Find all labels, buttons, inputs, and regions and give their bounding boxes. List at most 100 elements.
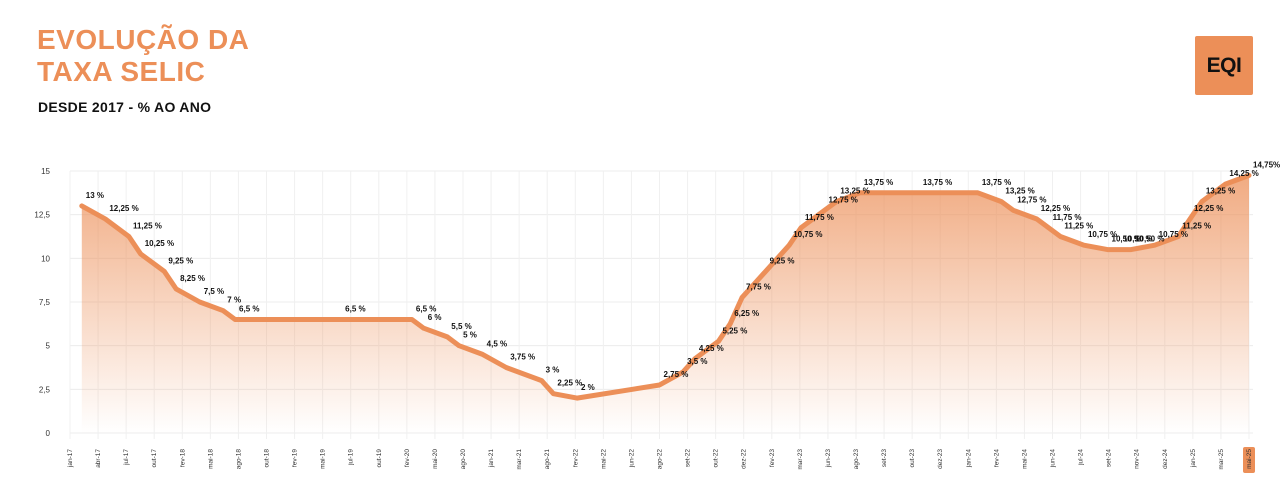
x-tick-label: fev-24 bbox=[993, 449, 1000, 467]
data-label: 3,5 % bbox=[687, 357, 707, 366]
data-label: 12,75 % bbox=[1017, 195, 1046, 204]
data-label: 10,75 % bbox=[793, 230, 822, 239]
data-label: 5 % bbox=[463, 331, 477, 340]
data-label: 13,25 % bbox=[1206, 187, 1235, 196]
data-label: 10,50 % bbox=[1112, 235, 1141, 244]
data-label: 10,75 % bbox=[1159, 230, 1188, 239]
x-tick-label: set-23 bbox=[881, 449, 888, 467]
data-label: 5,5 % bbox=[451, 322, 471, 331]
data-label: 10,50 % bbox=[1135, 235, 1164, 244]
x-tick-label: fev-20 bbox=[404, 449, 411, 467]
data-labels: 13 % 12,25 % 11,25 % 10,25 % 9,25 % 8,25 % 7,5… bbox=[86, 160, 1280, 392]
data-label: 5,25 % bbox=[722, 326, 747, 335]
x-tick-label: jul-17 bbox=[123, 449, 130, 466]
data-label: 10,50 % bbox=[1123, 235, 1152, 244]
data-label: 9,25 % bbox=[168, 256, 193, 265]
series-line bbox=[79, 172, 1252, 401]
x-tick-label: jan-21 bbox=[488, 449, 495, 468]
data-label: 13,75 % bbox=[864, 178, 893, 187]
chart-title: EVOLUÇÃO DA TAXA SELIC bbox=[37, 24, 249, 88]
data-label: 7,5 % bbox=[204, 287, 224, 296]
x-tick-label: out-23 bbox=[909, 449, 916, 468]
x-tick-label: mai-19 bbox=[320, 449, 327, 469]
x-tick-label: ago-22 bbox=[657, 449, 664, 470]
data-label: 6,5 % bbox=[239, 304, 259, 313]
x-tick-label: mai-18 bbox=[207, 449, 214, 469]
chart-subtitle: DESDE 2017 - % AO ANO bbox=[38, 99, 212, 115]
x-tick-label: jul-19 bbox=[348, 449, 355, 466]
data-label: 14,75% bbox=[1253, 160, 1280, 169]
x-tick-label: fev-23 bbox=[769, 449, 776, 467]
y-tick-label: 12,5 bbox=[34, 211, 50, 220]
data-label: 11,25 % bbox=[1064, 222, 1093, 231]
x-tick-label: jan-17 bbox=[67, 449, 74, 468]
x-tick-label: mai-20 bbox=[432, 449, 439, 469]
x-axis-ticks: jan-17 abr-17 jul-17 out-17 fev-18 mai-18 ago-… bbox=[67, 447, 1255, 473]
data-label: 14,25 % bbox=[1229, 169, 1258, 178]
logo-text: EQI bbox=[1206, 53, 1242, 77]
x-tick-label: ago-21 bbox=[544, 449, 551, 470]
x-tick-label: mar-21 bbox=[516, 449, 523, 470]
area-fill bbox=[81, 175, 1249, 433]
x-tick-label: out-22 bbox=[713, 449, 720, 468]
data-label: 7 % bbox=[227, 296, 241, 305]
x-tick-label: out-18 bbox=[264, 449, 271, 468]
data-label: 13,75 % bbox=[982, 178, 1011, 187]
y-tick-label: 7,5 bbox=[39, 298, 51, 307]
x-tick-label: ago-18 bbox=[235, 449, 242, 470]
x-tick-label: mai-25 bbox=[1246, 449, 1253, 469]
y-tick-label: 5 bbox=[46, 342, 51, 351]
x-tick-label: fev-22 bbox=[572, 449, 579, 467]
x-tick-label: mar-25 bbox=[1218, 449, 1225, 470]
chart-title-line-2: TAXA SELIC bbox=[37, 56, 206, 87]
data-label: 6 % bbox=[428, 313, 442, 322]
y-tick-label: 10 bbox=[41, 254, 50, 263]
data-label: 12,75 % bbox=[829, 195, 858, 204]
x-tick-label: jan-25 bbox=[1190, 449, 1197, 468]
data-label: 6,5 % bbox=[416, 304, 436, 313]
x-tick-label: jun-22 bbox=[628, 449, 635, 468]
data-label: 4,25 % bbox=[699, 344, 724, 353]
x-tick-label: jul-24 bbox=[1078, 449, 1085, 466]
x-tick-label: ago-20 bbox=[460, 449, 467, 470]
x-tick-label: set-22 bbox=[685, 449, 692, 467]
x-tick-label: mai-22 bbox=[600, 449, 607, 469]
y-tick-label: 0 bbox=[46, 429, 51, 438]
data-label: 10,75 % bbox=[1088, 230, 1117, 239]
data-label: 3 % bbox=[546, 366, 560, 375]
data-label: 6,25 % bbox=[734, 309, 759, 318]
eqi-logo: EQI bbox=[1195, 36, 1253, 95]
x-tick-highlight bbox=[1243, 447, 1255, 473]
data-label: 2,25 % bbox=[557, 379, 582, 388]
y-tick-label: 15 bbox=[41, 167, 50, 176]
area-fill-shape bbox=[81, 175, 1249, 433]
x-tick-label: out-19 bbox=[376, 449, 383, 468]
x-tick-label: dez-22 bbox=[741, 449, 748, 469]
x-tick-label: abr-17 bbox=[95, 449, 102, 468]
x-tick-label: fev-18 bbox=[179, 449, 186, 467]
y-axis-ticks: 0 2,5 5 7,5 10 12,5 15 bbox=[34, 167, 50, 438]
data-label: 13,75 % bbox=[923, 178, 952, 187]
data-label: 8,25 % bbox=[180, 274, 205, 283]
data-label: 13,25 % bbox=[840, 187, 869, 196]
x-tick-label: mai-24 bbox=[1021, 449, 1028, 469]
x-tick-label: ago-23 bbox=[853, 449, 860, 470]
data-label: 11,75 % bbox=[805, 213, 834, 222]
x-tick-label: dez-23 bbox=[937, 449, 944, 469]
x-tick-label: nov-24 bbox=[1134, 449, 1141, 469]
x-tick-label: set-24 bbox=[1106, 449, 1113, 467]
chart-title-line-1: EVOLUÇÃO DA bbox=[37, 24, 250, 55]
data-label: 10,25 % bbox=[145, 239, 174, 248]
x-tick-label: jun-23 bbox=[825, 449, 832, 468]
data-label: 7,75 % bbox=[746, 283, 771, 292]
data-label: 3,75 % bbox=[510, 353, 535, 362]
data-label: 6,5 % bbox=[345, 304, 365, 313]
data-label: 11,75 % bbox=[1053, 213, 1082, 222]
y-tick-label: 2,5 bbox=[39, 385, 51, 394]
data-label: 11,25 % bbox=[1182, 222, 1211, 231]
data-label: 2 % bbox=[581, 383, 595, 392]
x-tick-label: jan-24 bbox=[965, 449, 972, 468]
x-tick-label: dez-24 bbox=[1162, 449, 1169, 469]
data-label: 11,25 % bbox=[133, 222, 162, 231]
data-label: 13,25 % bbox=[1005, 187, 1034, 196]
